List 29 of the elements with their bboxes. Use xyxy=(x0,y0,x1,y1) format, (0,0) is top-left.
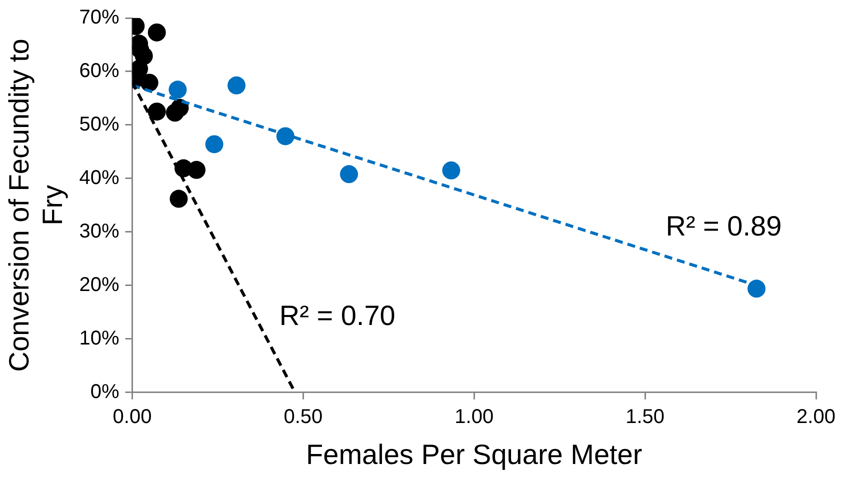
x-tick-label: 0.00 xyxy=(112,406,152,428)
point xyxy=(748,280,766,298)
point xyxy=(340,165,358,184)
point xyxy=(205,135,224,154)
point xyxy=(148,102,166,121)
x-tick-label: 1.00 xyxy=(454,406,494,428)
y-axis-title: Conversion of Fecundity to Fry xyxy=(4,38,68,372)
y-tick-label: 30% xyxy=(79,220,120,242)
y-tick-label: 70% xyxy=(79,6,120,29)
point xyxy=(188,160,206,179)
y-tick-label: 50% xyxy=(79,113,120,136)
x-tick-label: 2.00 xyxy=(796,406,836,428)
point xyxy=(170,98,189,117)
y-tick-label: 10% xyxy=(79,327,120,350)
point xyxy=(228,76,246,94)
y-tick-label: 60% xyxy=(79,60,120,82)
point xyxy=(442,161,460,180)
x-tick-label: 1.50 xyxy=(626,406,665,428)
point xyxy=(170,190,188,208)
y-tick-label: 40% xyxy=(79,166,120,189)
x-axis-title: Females Per Square Meter xyxy=(306,438,642,470)
annotation: R² = 0.89 xyxy=(666,210,782,242)
annotation: R² = 0.70 xyxy=(279,300,396,332)
point xyxy=(168,80,187,99)
point xyxy=(140,74,158,92)
point xyxy=(148,23,166,42)
y-tick-label: 20% xyxy=(79,274,120,296)
x-tick-label: 0.50 xyxy=(284,406,323,428)
y-tick-label: 0% xyxy=(90,380,120,403)
